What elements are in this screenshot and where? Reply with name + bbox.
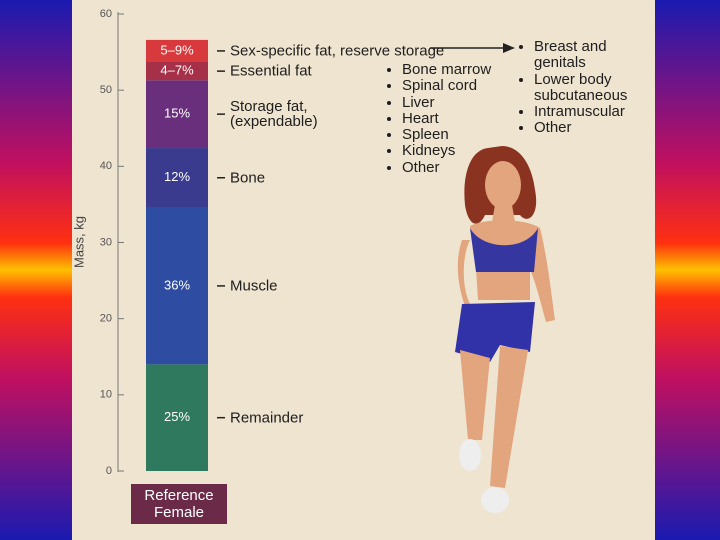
y-tick-label: 60 — [100, 8, 112, 20]
y-tick-label: 40 — [100, 160, 112, 172]
site: Liver — [402, 94, 491, 111]
segment-label: 36% — [164, 277, 190, 292]
sex-specific-sites: Breast and genitalsLower body subcutaneo… — [520, 38, 627, 137]
category-label: Reference Female — [131, 484, 227, 524]
bar-segment — [146, 207, 208, 365]
series-name: Muscle — [230, 277, 278, 295]
bar-segment — [146, 148, 208, 208]
site: Breast and genitals — [534, 38, 627, 72]
y-axis-label: Mass, kg — [71, 216, 86, 268]
y-tick-label: 50 — [100, 84, 112, 96]
series-name: Storage fat, (expendable) — [230, 98, 318, 131]
runner — [455, 146, 555, 513]
site: Spinal cord — [402, 77, 491, 94]
site: Other — [534, 120, 627, 137]
site: Kidneys — [402, 143, 491, 160]
series-name: Bone — [230, 169, 266, 187]
segment-label: 4–7% — [160, 63, 194, 78]
series-name: Remainder — [230, 409, 304, 427]
site: Lower body subcutaneous — [534, 71, 627, 105]
y-tick-label: 0 — [106, 465, 112, 477]
y-tick-label: 10 — [100, 389, 112, 401]
site: Other — [402, 159, 491, 176]
bar-segment — [146, 39, 208, 62]
y-tick-label: 20 — [100, 313, 112, 325]
arrow-head — [503, 43, 515, 53]
segment-label: 25% — [164, 409, 190, 424]
y-tick-label: 30 — [100, 236, 112, 248]
bar-segment — [146, 364, 208, 471]
series-name: Sex-specific fat, reserve storage — [230, 42, 445, 60]
bar-segment — [146, 80, 208, 149]
segment-label: 12% — [164, 169, 190, 184]
site: Spleen — [402, 126, 491, 143]
segment-label: 15% — [164, 106, 190, 121]
essential-fat-sites: Bone marrowSpinal cordLiverHeartSpleenKi… — [388, 61, 491, 176]
series-name: Essential fat — [230, 62, 312, 80]
site: Heart — [402, 110, 491, 127]
segment-label: 5–9% — [160, 42, 194, 57]
site: Intramuscular — [534, 103, 627, 120]
bar-segment — [146, 61, 208, 81]
site: Bone marrow — [402, 61, 491, 78]
